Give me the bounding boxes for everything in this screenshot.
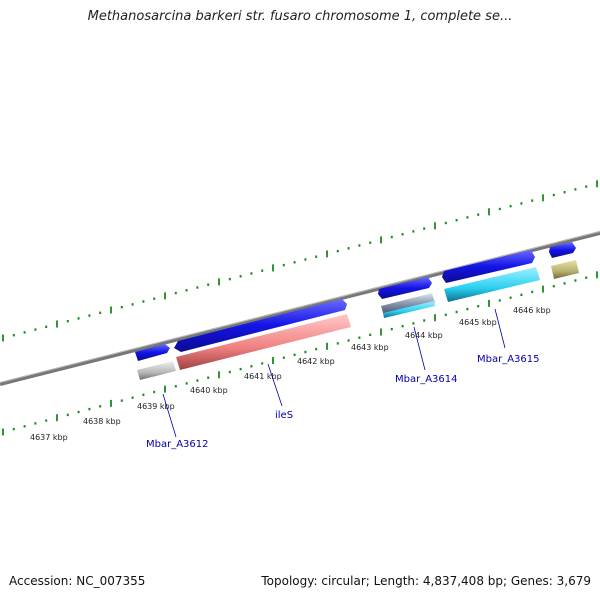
- ruler-label-4643: 4643 kbp: [351, 343, 389, 352]
- accession-text: Accession: NC_007355: [9, 574, 146, 588]
- map-title: Methanosarcina barkeri str. fusaro chrom…: [87, 9, 513, 24]
- ruler-label-4639: 4639 kbp: [137, 402, 175, 411]
- ruler-label-4642: 4642 kbp: [297, 357, 335, 366]
- ruler-label-4645: 4645 kbp: [459, 318, 497, 327]
- callout-line-mbar-a3612: [162, 393, 177, 438]
- callout-line-mbar-a3615: [494, 308, 506, 349]
- gene-block-ileS[interactable]: [176, 314, 351, 370]
- reverse-genes: [137, 260, 579, 380]
- gene-arrow-forward-2[interactable]: [174, 299, 347, 352]
- gene-label-iles[interactable]: ileS: [275, 410, 293, 421]
- gene-arrow-forward-4[interactable]: [442, 250, 535, 283]
- callout-line-mbar-a3614: [413, 326, 426, 371]
- ruler-label-4646: 4646 kbp: [513, 306, 551, 315]
- gene-callouts: Mbar_A3612 ileS Mbar_A3614 Mbar_A3615: [146, 308, 540, 450]
- gene-label-mbar-a3615[interactable]: Mbar_A3615: [477, 354, 540, 365]
- gene-arrow-forward-5[interactable]: [549, 242, 576, 258]
- chromosome-backbone-highlight: [0, 231, 600, 383]
- ruler-label-4644: 4644 kbp: [405, 331, 443, 340]
- topology-summary: Topology: circular; Length: 4,837,408 bp…: [261, 574, 591, 588]
- gene-label-mbar-a3614[interactable]: Mbar_A3614: [395, 374, 458, 385]
- callout-line-iles: [267, 363, 283, 407]
- gene-block-grey[interactable]: [137, 361, 176, 380]
- upper-ruler: [2, 180, 598, 342]
- gene-block-cyan[interactable]: [444, 267, 540, 302]
- lower-ruler: [2, 271, 598, 436]
- gene-block-olive[interactable]: [551, 260, 579, 279]
- gene-arrow-forward-3[interactable]: [378, 277, 432, 299]
- ruler-label-4637: 4637 kbp: [30, 433, 68, 442]
- ruler-labels: 4637 kbp 4638 kbp 4639 kbp 4640 kbp 4641…: [30, 306, 551, 442]
- ruler-label-4638: 4638 kbp: [83, 417, 121, 426]
- ruler-label-4641: 4641 kbp: [244, 372, 282, 381]
- forward-genes: [135, 242, 576, 361]
- ruler-label-4640: 4640 kbp: [190, 386, 228, 395]
- gene-label-mbar-a3612[interactable]: Mbar_A3612: [146, 439, 209, 450]
- gene-arrow-forward-1[interactable]: [135, 344, 170, 361]
- gene-block-cyan-small[interactable]: [383, 301, 435, 318]
- gene-block-striped[interactable]: [381, 293, 435, 316]
